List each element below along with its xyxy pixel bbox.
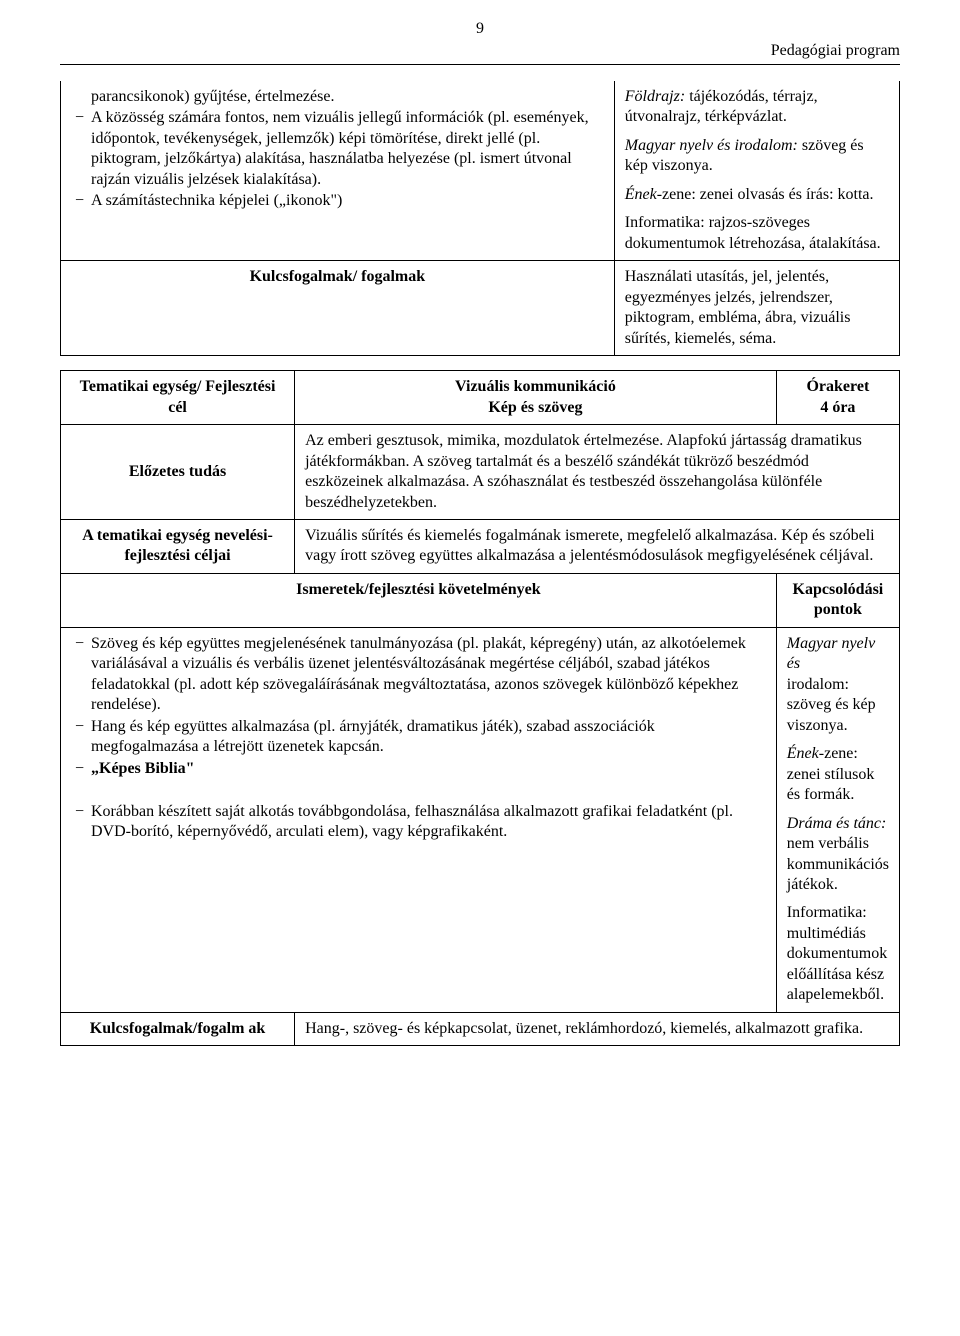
- list-item: − A számítástechnika képjelei („ikonok"): [75, 191, 604, 211]
- dash-icon: −: [75, 191, 91, 211]
- page-number: 9: [60, 20, 900, 38]
- kp-item: Informatika: rajzos-szöveges dokumentumo…: [625, 213, 889, 254]
- goals-label: A tematikai egység nevelési-fejlesztési …: [61, 519, 295, 573]
- dash-icon: [75, 780, 91, 800]
- tematikai-title: Vizuális kommunikációKép és szöveg: [295, 371, 777, 425]
- dash-icon: −: [75, 634, 91, 716]
- bullet-text: [91, 780, 766, 800]
- section2-table: Tematikai egység/ Fejlesztési cél Vizuál…: [60, 370, 900, 1046]
- bullet-text: Hang és kép együttes alkalmazása (pl. ár…: [91, 717, 766, 758]
- list-item: − Hang és kép együttes alkalmazása (pl. …: [75, 717, 766, 758]
- kulcs-text: Használati utasítás, jel, jelentés, egye…: [614, 261, 899, 356]
- kp-item: Magyar nyelv és irodalom: szöveg és kép …: [625, 136, 889, 177]
- prior-label: Előzetes tudás: [61, 425, 295, 520]
- list-item: − „Képes Biblia": [75, 759, 766, 779]
- kp-item: Földrajz: tájékozódás, térrajz, útvonalr…: [625, 87, 889, 128]
- kp-item: Ének-zene: zenei olvasás és írás: kotta.: [625, 185, 889, 205]
- tematikai-label: Tematikai egység/ Fejlesztési cél: [61, 371, 295, 425]
- bullet-text: parancsikonok) gyűjtése, értelmezése.: [91, 87, 604, 107]
- header-rule: [60, 64, 900, 65]
- dash-icon: −: [75, 108, 91, 190]
- orakeret: Órakeret4 óra: [776, 371, 899, 425]
- goals-text: Vizuális sűrítés és kiemelés fogalmának …: [295, 519, 900, 573]
- list-item: − A közösség számára fontos, nem vizuáli…: [75, 108, 604, 190]
- kp-item: Magyar nyelv ésirodalom: szöveg és kép v…: [787, 634, 889, 736]
- dash-icon: −: [75, 759, 91, 779]
- list-item: [75, 780, 766, 800]
- list-item: − Korábban készített saját alkotás továb…: [75, 802, 766, 843]
- prior-text: Az emberi gesztusok, mimika, mozdulatok …: [295, 425, 900, 520]
- req-header: Ismeretek/fejlesztési követelmények: [61, 573, 777, 627]
- kp-item: Dráma és tánc: nem verbális kommunikáció…: [787, 814, 889, 896]
- kulcs-text-2: Hang-, szöveg- és képkapcsolat, üzenet, …: [295, 1012, 900, 1045]
- bullet-text: A számítástechnika képjelei („ikonok"): [91, 191, 604, 211]
- bullet-text: Szöveg és kép együttes megjelenésének ta…: [91, 634, 766, 716]
- page-header-right: Pedagógiai program: [60, 42, 900, 60]
- kulcs-label-2: Kulcsfogalmak/fogalm ak: [61, 1012, 295, 1045]
- bullet-text: A közösség számára fontos, nem vizuális …: [91, 108, 604, 190]
- kp-item: Informatika: multimédiás dokumentumok el…: [787, 903, 889, 1005]
- kp-header: Kapcsolódási pontok: [776, 573, 899, 627]
- kp-item: Ének-zene: zenei stílusok és formák.: [787, 744, 889, 805]
- kp-body: Magyar nyelv ésirodalom: szöveg és kép v…: [776, 627, 899, 1012]
- list-item: − Szöveg és kép együttes megjelenésének …: [75, 634, 766, 716]
- bullet-text: „Képes Biblia": [91, 759, 766, 779]
- kulcs-label: Kulcsfogalmak/ fogalmak: [61, 261, 615, 356]
- dash-icon: [75, 87, 91, 107]
- dash-icon: −: [75, 802, 91, 843]
- bullet-text: Korábban készített saját alkotás továbbg…: [91, 802, 766, 843]
- section1-left: parancsikonok) gyűjtése, értelmezése. − …: [61, 81, 615, 261]
- section1-bullets: parancsikonok) gyűjtése, értelmezése. − …: [71, 87, 604, 212]
- dash-icon: −: [75, 717, 91, 758]
- list-item: parancsikonok) gyűjtése, értelmezése.: [75, 87, 604, 107]
- req-body: − Szöveg és kép együttes megjelenésének …: [61, 627, 777, 1012]
- section1-right: Földrajz: tájékozódás, térrajz, útvonalr…: [614, 81, 899, 261]
- section1-table: parancsikonok) gyűjtése, értelmezése. − …: [60, 81, 900, 356]
